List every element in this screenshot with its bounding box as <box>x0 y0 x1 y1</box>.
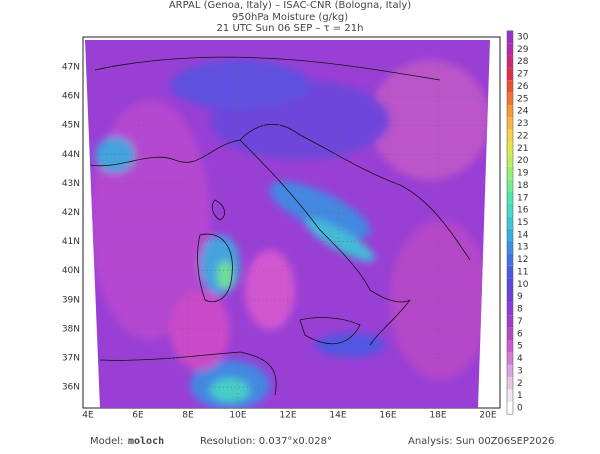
lon-label: 6E <box>132 411 144 421</box>
lat-label: 46N <box>62 92 80 102</box>
colorbar-swatch <box>507 216 513 229</box>
colorbar-swatch <box>507 179 513 192</box>
colorbar-label: 26 <box>517 82 529 92</box>
lon-label: 16E <box>379 411 396 421</box>
colorbar-swatch <box>507 105 513 118</box>
lat-label: 40N <box>62 266 80 276</box>
colorbar-swatch <box>507 339 513 353</box>
analysis: Analysis: Sun 00Z06SEP2026 <box>408 436 554 447</box>
colorbar-label: 11 <box>517 267 528 277</box>
model-name: moloch <box>128 436 164 447</box>
colorbar-label: 17 <box>517 193 528 203</box>
lat-label: 43N <box>62 179 80 189</box>
colorbar-swatch <box>507 228 513 242</box>
colorbar-label: 0 <box>517 404 523 414</box>
colorbar-label: 19 <box>517 169 529 179</box>
colorbar-swatch <box>507 80 513 93</box>
lat-label: 44N <box>62 150 80 160</box>
colorbar-label: 2 <box>517 379 523 389</box>
colorbar-swatch <box>507 401 513 415</box>
colorbar-swatch <box>507 142 513 155</box>
colorbar-label: 5 <box>517 342 523 352</box>
colorbar-label: 21 <box>517 144 528 154</box>
colorbar-swatch <box>507 154 513 167</box>
colorbar-swatch <box>507 302 513 316</box>
lat-label: 47N <box>62 63 80 73</box>
colorbar-swatch <box>507 327 513 340</box>
colorbar-swatch <box>507 129 513 143</box>
colorbar-label: 10 <box>517 280 529 290</box>
colorbar-label: 4 <box>517 354 523 364</box>
title-line: 950hPa Moisture (g/kg) <box>232 12 348 23</box>
colorbar-swatch <box>507 389 513 402</box>
lat-label: 36N <box>62 383 80 393</box>
lat-label: 41N <box>62 237 80 247</box>
colorbar-swatch <box>507 241 513 254</box>
colorbar-label: 27 <box>517 70 528 80</box>
map-field <box>85 40 490 408</box>
colorbar-swatch <box>507 377 513 390</box>
colorbar-swatch <box>507 203 513 217</box>
colorbar-swatch <box>507 55 513 68</box>
colorbar-swatch <box>507 166 513 180</box>
colorbar-swatch <box>507 364 513 378</box>
colorbar-swatch <box>507 290 513 303</box>
colorbar-label: 24 <box>517 107 529 117</box>
colorbar-label: 14 <box>517 230 529 240</box>
lat-label: 45N <box>62 121 80 131</box>
colorbar-label: 13 <box>517 243 528 253</box>
colorbar-swatch <box>507 253 513 266</box>
lat-label: 39N <box>62 295 80 305</box>
lat-label: 38N <box>62 324 80 334</box>
lon-label: 18E <box>429 411 446 421</box>
colorbar-label: 18 <box>517 181 529 191</box>
title-line: ARPAL (Genoa, Italy) – ISAC-CNR (Bologna… <box>169 0 411 11</box>
lon-label: 8E <box>182 411 194 421</box>
resolution: Resolution: 0.037°x0.028° <box>200 436 332 447</box>
colorbar-swatch <box>507 30 513 44</box>
lon-label: 14E <box>329 411 346 421</box>
colorbar-label: 9 <box>517 292 523 302</box>
colorbar-label: 15 <box>517 218 528 228</box>
colorbar-label: 16 <box>517 206 529 216</box>
colorbar-label: 29 <box>517 45 529 55</box>
colorbar-label: 20 <box>517 156 529 166</box>
colorbar-swatch <box>507 352 513 365</box>
colorbar-label: 6 <box>517 329 523 339</box>
colorbar-label: 8 <box>517 305 523 315</box>
colorbar-swatch <box>507 117 513 130</box>
lon-label: 20E <box>479 411 496 421</box>
colorbar-swatch <box>507 67 513 81</box>
colorbar-swatch <box>507 191 513 204</box>
lon-label: 12E <box>279 411 296 421</box>
colorbar-label: 12 <box>517 255 528 265</box>
colorbar-swatch <box>507 265 513 279</box>
colorbar-frame <box>506 30 514 415</box>
lon-label: 4E <box>82 411 94 421</box>
lon-label: 10E <box>229 411 246 421</box>
colorbar-swatch <box>507 92 513 106</box>
colorbar-label: 30 <box>517 33 529 43</box>
colorbar-swatch <box>507 278 513 291</box>
colorbar-label: 3 <box>517 366 523 376</box>
title-line: 21 UTC Sun 06 SEP – τ = 21h <box>217 23 364 34</box>
colorbar-label: 22 <box>517 131 528 141</box>
colorbar-label: 7 <box>517 317 523 327</box>
colorbar-label: 23 <box>517 119 528 129</box>
colorbar-swatch <box>507 315 513 328</box>
colorbar-label: 1 <box>517 391 523 401</box>
lat-label: 37N <box>62 354 80 364</box>
lat-label: 42N <box>62 208 80 218</box>
model-label: Model: <box>90 436 123 447</box>
colorbar-label: 25 <box>517 94 528 104</box>
colorbar-swatch <box>507 43 513 56</box>
colorbar-label: 28 <box>517 57 529 67</box>
